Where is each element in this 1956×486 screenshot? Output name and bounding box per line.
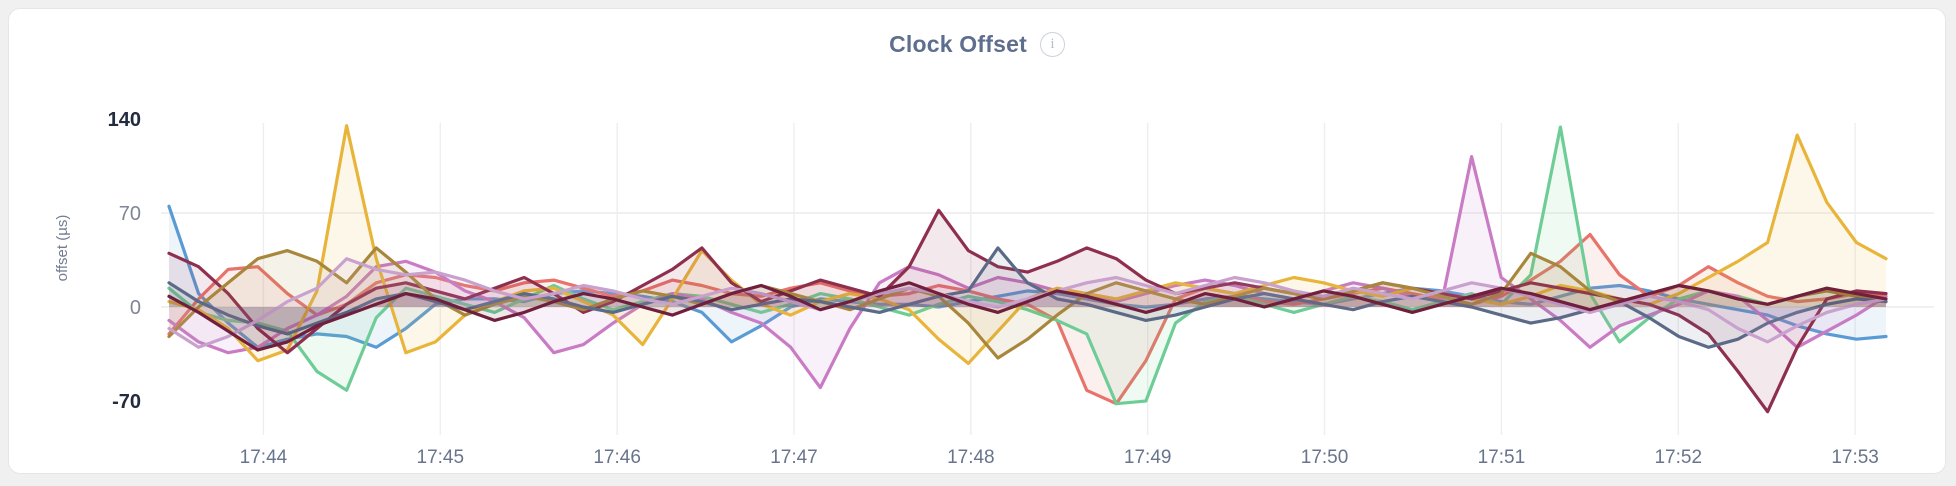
series-area-node-10 (169, 282, 1886, 350)
ytick-label-70: 70 (119, 203, 141, 225)
page-title: Clock Offset (889, 30, 1027, 57)
series-line-node-3[interactable] (167, 125, 1888, 406)
series-line-node-9[interactable] (167, 257, 1888, 349)
xtick-label-17:47: 17:47 (770, 447, 818, 468)
clock-offset-chart[interactable]: 140 70 0 -70 offset (µs) 17:44 17:45 17:46 17:47… (9, 71, 1946, 474)
series-line-node-7[interactable] (167, 246, 1888, 360)
y-axis-label: offset (µs) (54, 215, 71, 282)
series-area-node-4 (169, 156, 1886, 388)
ytick-label-0: 0 (130, 297, 141, 319)
ytick-label--70: -70 (112, 391, 141, 413)
info-icon[interactable]: i (1039, 31, 1065, 57)
xtick-label-17:51: 17:51 (1478, 447, 1526, 468)
ytick-label-140: 140 (108, 109, 141, 131)
clock-offset-card: Clock Offset i 140 70 0 -70 offset (µs) 17:44… (8, 8, 1946, 474)
series-line-node-10[interactable] (167, 281, 1888, 352)
xtick-label-17:45: 17:45 (417, 447, 465, 468)
card-header: Clock Offset i (9, 9, 1945, 79)
xtick-label-17:46: 17:46 (593, 447, 641, 468)
xtick-label-17:48: 17:48 (947, 447, 995, 468)
series-area-node-1 (169, 206, 1886, 348)
xtick-label-17:44: 17:44 (240, 447, 288, 468)
xtick-label-17:53: 17:53 (1831, 447, 1879, 468)
chart-plot-area: 140 70 0 -70 offset (µs) 17:44 17:45 17:46 17:47… (9, 71, 1946, 474)
series-area-node-7 (169, 247, 1886, 358)
xtick-label-17:49: 17:49 (1124, 447, 1172, 468)
xtick-label-17:50: 17:50 (1301, 447, 1349, 468)
xtick-label-17:52: 17:52 (1654, 447, 1702, 468)
series-area-node-3 (169, 127, 1886, 404)
